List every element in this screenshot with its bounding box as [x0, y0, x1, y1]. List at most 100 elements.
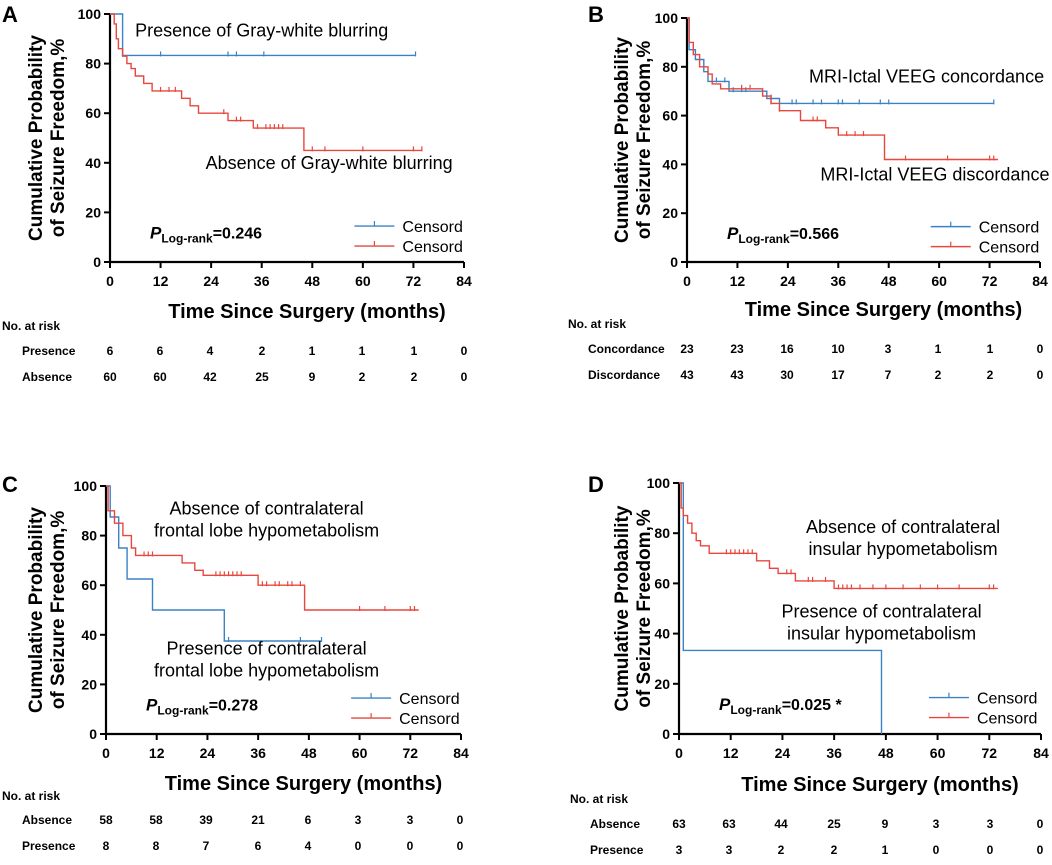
risk-row-label: Discordance — [588, 368, 660, 382]
x-axis-label: Time Since Surgery (months) — [168, 301, 445, 323]
legend-label: Censord — [979, 220, 1039, 237]
curve-annotation-line: Presence of contralateral — [167, 639, 367, 659]
x-tick-label: 48 — [304, 273, 320, 289]
x-tick-label: 84 — [1033, 745, 1049, 761]
risk-table-title: No. at risk — [570, 792, 628, 806]
x-tick-label: 24 — [200, 745, 216, 761]
x-tick-label: 72 — [402, 745, 418, 761]
p-subscript: Log-rank — [161, 231, 213, 245]
x-tick-label: 84 — [453, 745, 469, 761]
risk-cell: 3 — [885, 342, 892, 356]
x-axis-label: Time Since Surgery (months) — [741, 774, 1018, 796]
x-tick-label: 12 — [153, 273, 169, 289]
legend-label: Censord — [399, 711, 459, 728]
risk-cell: 0 — [407, 839, 414, 853]
p-subscript: Log-rank — [738, 232, 790, 246]
x-tick-label: 48 — [301, 745, 317, 761]
legend-label: Censord — [979, 240, 1039, 257]
y-tick-label: 0 — [670, 254, 678, 270]
risk-cell: 2 — [359, 370, 366, 384]
y-tick-label: 40 — [662, 156, 678, 172]
risk-cell: 60 — [103, 370, 117, 384]
y-tick-label: 60 — [85, 105, 101, 121]
y-tick-label: 40 — [81, 627, 97, 643]
curve-annotation-line: Absence of contralateral — [170, 499, 364, 519]
x-tick-label: 72 — [981, 745, 997, 761]
risk-cell: 21 — [251, 813, 265, 827]
y-tick-label: 80 — [81, 528, 97, 544]
risk-cell: 60 — [153, 370, 167, 384]
risk-cell: 39 — [199, 813, 213, 827]
risk-cell: 0 — [457, 839, 464, 853]
p-symbol: P — [719, 695, 731, 714]
risk-cell: 4 — [305, 839, 312, 853]
x-tick-label: 60 — [352, 745, 368, 761]
curve-annotation-line: MRI-Ictal VEEG concordance — [809, 67, 1044, 87]
curve-annotation: MRI-Ictal VEEG concordance — [809, 67, 1044, 87]
x-tick-label: 0 — [683, 273, 691, 289]
risk-cell: 0 — [1037, 817, 1044, 831]
y-axis-label-line: Cumulative Probability — [26, 35, 47, 241]
risk-row-label: Presence — [22, 344, 76, 358]
y-axis-label: Cumulative Probabilityof Seizure Freedom… — [26, 35, 69, 241]
legend-label: Censord — [977, 711, 1037, 728]
legend-label: Censord — [977, 691, 1037, 708]
curve-annotation: Absence of contralateral insular hypometa… — [806, 517, 1000, 559]
panel-label: D — [588, 472, 604, 497]
risk-cell: 1 — [359, 344, 366, 358]
risk-cell: 43 — [730, 368, 744, 382]
y-tick-label: 20 — [81, 676, 97, 692]
risk-row-label: Presence — [590, 843, 644, 857]
y-tick-label: 40 — [85, 155, 101, 171]
p-symbol: P — [150, 223, 162, 242]
risk-cell: 63 — [672, 817, 686, 831]
y-tick-label: 80 — [654, 525, 670, 541]
risk-cell: 23 — [730, 342, 744, 356]
x-tick-label: 84 — [456, 273, 472, 289]
y-axis-label-line: of Seizure Freedom,% — [48, 511, 69, 710]
y-axis-label: Cumulative Probabilityof Seizure Freedom… — [26, 507, 69, 713]
risk-cell: 4 — [207, 344, 214, 358]
y-tick-label: 80 — [85, 56, 101, 72]
x-tick-label: 24 — [203, 273, 219, 289]
risk-row-label: Presence — [22, 839, 76, 853]
risk-cell: 6 — [305, 813, 312, 827]
risk-cell: 30 — [780, 368, 794, 382]
y-tick-label: 20 — [662, 205, 678, 221]
risk-cell: 2 — [987, 368, 994, 382]
legend-label: Censord — [402, 219, 462, 236]
series-line-red — [106, 485, 419, 611]
x-tick-label: 0 — [102, 745, 110, 761]
y-tick-label: 100 — [78, 6, 102, 22]
x-tick-label: 0 — [106, 273, 114, 289]
risk-cell: 44 — [774, 817, 788, 831]
y-axis-label-line: Cumulative Probability — [612, 505, 633, 711]
series-line-blue — [687, 17, 994, 105]
x-tick-label: 60 — [355, 273, 371, 289]
curve-annotation-line: frontal lobe hypometabolism — [154, 661, 379, 681]
x-tick-label: 60 — [930, 745, 946, 761]
p-value-number: =0.278 — [209, 697, 258, 714]
risk-cell: 1 — [309, 344, 316, 358]
p-value-number: =0.025 * — [782, 697, 843, 714]
risk-cell: 1 — [411, 344, 418, 358]
y-axis-label-line: of Seizure Freedom,% — [634, 41, 655, 240]
risk-cell: 43 — [680, 368, 694, 382]
risk-cell: 2 — [831, 843, 838, 857]
p-value-number: =0.246 — [213, 225, 262, 242]
risk-cell: 0 — [1037, 368, 1044, 382]
curve-annotation-line: insular hypometabolism — [809, 539, 998, 559]
risk-cell: 7 — [885, 368, 892, 382]
p-value-number: =0.566 — [790, 226, 839, 243]
risk-cell: 10 — [831, 342, 845, 356]
y-tick-label: 20 — [85, 204, 101, 220]
x-tick-label: 48 — [881, 273, 897, 289]
risk-cell: 8 — [153, 839, 160, 853]
risk-cell: 2 — [259, 344, 266, 358]
curve-annotation: MRI-Ictal VEEG discordance — [820, 164, 1049, 184]
risk-cell: 0 — [457, 813, 464, 827]
panel-label: A — [2, 2, 18, 27]
risk-row-label: Concordance — [588, 342, 665, 356]
risk-cell: 3 — [676, 843, 683, 857]
